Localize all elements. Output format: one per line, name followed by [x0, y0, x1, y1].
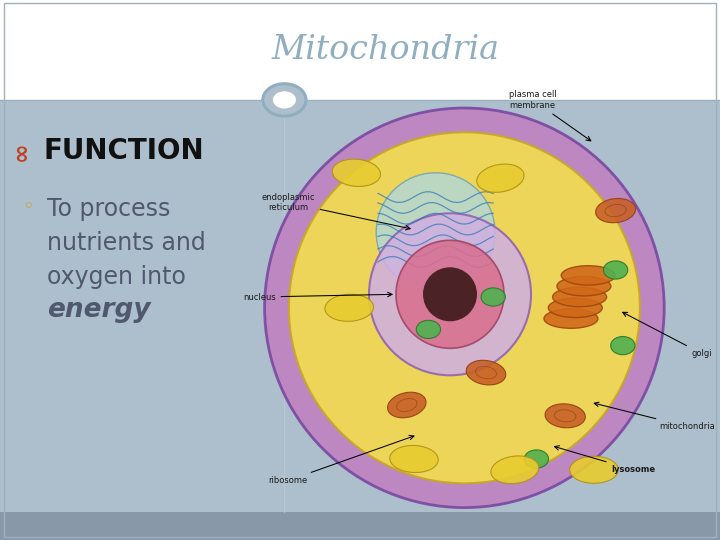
Text: To process: To process: [47, 197, 170, 221]
Text: mitochondria: mitochondria: [594, 402, 716, 431]
Ellipse shape: [325, 294, 374, 321]
Ellipse shape: [545, 404, 585, 428]
Ellipse shape: [265, 108, 665, 508]
Ellipse shape: [570, 456, 618, 483]
Ellipse shape: [390, 446, 438, 472]
Ellipse shape: [557, 276, 611, 296]
Ellipse shape: [544, 309, 598, 328]
Text: energy: energy: [47, 297, 150, 323]
Text: ∞: ∞: [9, 141, 32, 161]
FancyBboxPatch shape: [0, 100, 720, 512]
Text: lysosome: lysosome: [554, 446, 656, 474]
Text: ◦: ◦: [22, 197, 33, 216]
FancyBboxPatch shape: [0, 0, 720, 100]
Ellipse shape: [423, 267, 477, 321]
Circle shape: [603, 261, 628, 279]
Ellipse shape: [289, 132, 640, 483]
Ellipse shape: [369, 213, 531, 375]
Text: nutrients and: nutrients and: [47, 231, 205, 255]
Text: ribosome: ribosome: [269, 435, 414, 485]
Text: endoplasmic
reticulum: endoplasmic reticulum: [261, 193, 410, 230]
Ellipse shape: [332, 159, 381, 186]
FancyBboxPatch shape: [0, 512, 720, 540]
Ellipse shape: [477, 164, 524, 192]
Ellipse shape: [549, 298, 603, 318]
Circle shape: [481, 288, 505, 306]
Text: oxygen into: oxygen into: [47, 265, 186, 289]
Circle shape: [524, 450, 549, 468]
Ellipse shape: [491, 456, 539, 484]
Text: FUNCTION: FUNCTION: [43, 137, 204, 165]
Ellipse shape: [562, 266, 615, 285]
Ellipse shape: [376, 173, 495, 292]
Text: nucleus: nucleus: [243, 292, 392, 301]
Ellipse shape: [595, 199, 636, 222]
Text: golgi: golgi: [623, 312, 712, 358]
Circle shape: [273, 91, 296, 109]
Ellipse shape: [553, 287, 606, 307]
Ellipse shape: [387, 392, 426, 418]
Text: Mitochondria: Mitochondria: [271, 34, 499, 66]
Ellipse shape: [396, 240, 504, 348]
Circle shape: [263, 84, 306, 116]
Circle shape: [611, 336, 635, 355]
Ellipse shape: [467, 360, 505, 385]
Circle shape: [416, 320, 441, 339]
Text: plasma cell
membrane: plasma cell membrane: [509, 90, 591, 141]
